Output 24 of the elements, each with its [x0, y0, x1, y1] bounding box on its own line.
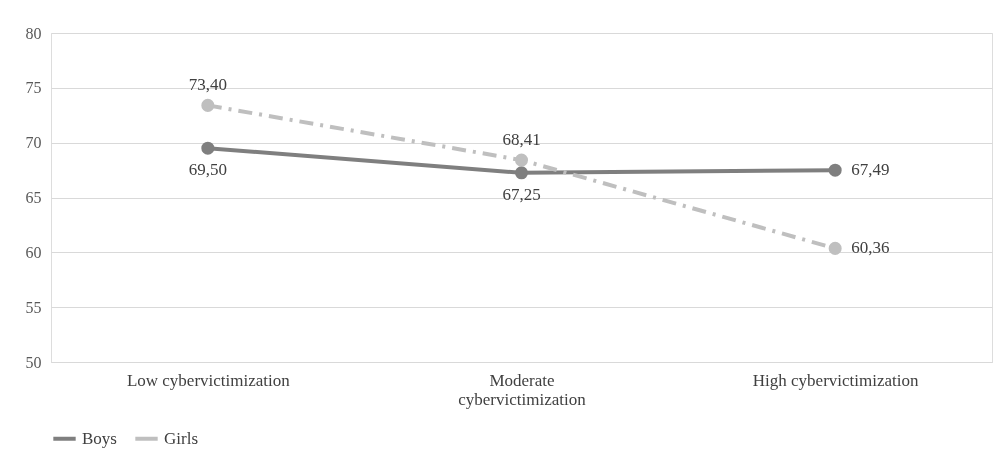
y-tick-label: 50 — [25, 353, 42, 371]
x-tick-label: High cybervictimization — [752, 370, 920, 390]
y-tick-label: 75 — [25, 79, 42, 97]
x-tick-label: Low cybervictimization — [126, 370, 291, 390]
y-tick-label: 80 — [25, 24, 42, 42]
point — [201, 98, 215, 112]
data-label: 68,41 — [502, 130, 541, 150]
data-label: 67,49 — [851, 160, 890, 180]
y-tick-label: 60 — [25, 243, 42, 261]
data-label: 73,40 — [188, 75, 227, 95]
y-tick-label: 55 — [25, 298, 42, 316]
y-tick-label: 70 — [25, 134, 42, 152]
point — [201, 141, 215, 155]
y-tick-label: 65 — [25, 189, 42, 206]
data-label: 60,36 — [851, 238, 890, 258]
point — [828, 241, 842, 255]
legend-label: Boys — [82, 428, 117, 448]
point — [514, 153, 529, 167]
legend-label: Girls — [164, 428, 198, 448]
point — [828, 163, 842, 177]
x-tick-label: Moderate cybervictimization — [458, 370, 587, 409]
data-label: 67,25 — [502, 184, 541, 204]
data-label: 69,50 — [188, 160, 227, 180]
point — [514, 166, 529, 180]
